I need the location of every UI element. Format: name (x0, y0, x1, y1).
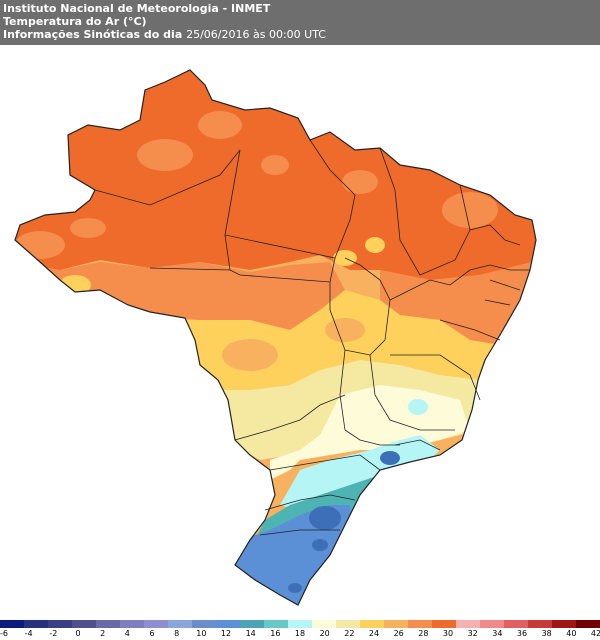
color-scale-bar (0, 620, 600, 628)
scale-tick-label: 20 (319, 629, 330, 638)
scale-tick-label: 4 (124, 629, 130, 638)
scale-swatch (216, 620, 240, 628)
scale-tick-label: 14 (245, 629, 256, 638)
scale-tick-label: 38 (541, 629, 552, 638)
institute-title: Instituto Nacional de Meteorologia - INM… (3, 2, 271, 15)
scale-swatch (24, 620, 48, 628)
scale-swatch (168, 620, 192, 628)
zone-yellow-central (180, 290, 520, 395)
scale-tick-label: 2 (100, 629, 106, 638)
scale-tick-label: -4 (24, 629, 33, 638)
scale-swatch (480, 620, 504, 628)
scale-tick-label: 30 (442, 629, 454, 638)
zone-warm-patch-2 (198, 111, 242, 139)
scale-tick-label: 22 (344, 629, 355, 638)
zone-blue-dark-2 (312, 539, 328, 551)
scale-tick-label: -2 (49, 629, 58, 638)
zone-warm-patch-9 (325, 318, 365, 342)
scale-swatch (576, 620, 600, 628)
scale-tick-label: 12 (220, 629, 232, 638)
scale-swatch (144, 620, 168, 628)
scale-tick-label: 28 (418, 629, 429, 638)
header-bar: Instituto Nacional de Meteorologia - INM… (0, 0, 600, 45)
scale-swatch (288, 620, 312, 628)
zone-warm-patch-1 (137, 139, 193, 171)
scale-tick-label: 24 (368, 629, 380, 638)
scale-swatch (72, 620, 96, 628)
scale-swatch (0, 620, 24, 628)
scale-tick-label: 18 (294, 629, 306, 638)
scale-tick-label: 36 (516, 629, 528, 638)
scale-tick-label: 26 (393, 629, 404, 638)
date-value: 25/06/2016 às 00:00 UTC (186, 28, 326, 41)
scale-tick-label: 0 (75, 629, 81, 638)
scale-swatch (192, 620, 216, 628)
date-line: Informações Sinóticas do dia 25/06/2016 … (3, 28, 326, 41)
scale-tick-label: 16 (270, 629, 281, 638)
scale-swatch (336, 620, 360, 628)
color-scale: -6 -4 -2 0 2 4 6 8 10 12 14 16 18 20 22 24 26 28 30 32 34 36 3… (0, 620, 600, 640)
scale-swatch (456, 620, 480, 628)
scale-tick-label: 40 (566, 629, 577, 638)
scale-swatch (48, 620, 72, 628)
scale-tick-label: 32 (467, 629, 478, 638)
zone-warm-patch-6 (15, 231, 65, 259)
scale-swatch (552, 620, 576, 628)
scale-tick-label: 8 (174, 629, 180, 638)
temperature-zones (15, 70, 536, 605)
scale-tick-label: 6 (149, 629, 155, 638)
zone-blue-spot (380, 451, 400, 465)
info-label: Informações Sinóticas do dia (3, 28, 183, 41)
scale-swatch (240, 620, 264, 628)
zone-blue-dark-1 (309, 506, 341, 530)
scale-tick-label: 42 (590, 629, 600, 638)
scale-tick-label: 34 (492, 629, 503, 638)
zone-cyan-spot (408, 399, 428, 415)
scale-swatch (264, 620, 288, 628)
zone-blue-dark-3 (288, 583, 302, 593)
scale-swatch (312, 620, 336, 628)
brazil-map-svg (14, 69, 537, 606)
zone-warm-patch-3 (261, 155, 289, 175)
zone-hot-patch (397, 252, 433, 272)
zone-warm-patch-8 (222, 339, 278, 371)
zone-cyan-light (280, 435, 440, 510)
zone-warm-patch-5 (442, 192, 498, 228)
scale-swatch (408, 620, 432, 628)
zone-hot-north (15, 70, 536, 280)
state-borders (94, 139, 530, 536)
scale-swatch (96, 620, 120, 628)
temperature-map (0, 45, 600, 620)
zone-warm-patch-7 (70, 218, 106, 238)
zone-orange-central-west (15, 260, 345, 330)
scale-swatch (360, 620, 384, 628)
zone-yellow-pocket-3 (365, 237, 385, 253)
scale-swatch (528, 620, 552, 628)
scale-tick-label: 10 (196, 629, 207, 638)
scale-swatch (384, 620, 408, 628)
scale-swatch (120, 620, 144, 628)
scale-swatch (504, 620, 528, 628)
scale-swatch (432, 620, 456, 628)
color-scale-ticks: -6 -4 -2 0 2 4 6 8 10 12 14 16 18 20 22 24 26 28 30 32 34 36 3… (0, 628, 600, 640)
zone-orange-east (380, 260, 536, 345)
scale-tick-label: -6 (0, 629, 8, 638)
variable-title: Temperatura do Ar (°C) (3, 15, 147, 28)
zone-warm-patch-4 (342, 170, 378, 194)
